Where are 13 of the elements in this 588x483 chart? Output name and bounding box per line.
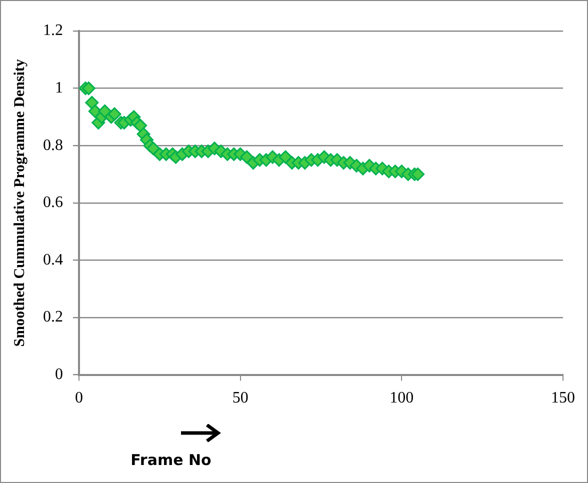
x-tick-label: 0	[75, 390, 83, 407]
y-tick-label: 0	[55, 366, 63, 384]
x-tick-label: 50	[232, 390, 248, 407]
y-axis-title: Smoothed Cummulative Programme Density	[12, 58, 28, 347]
y-tick-label: 0.6	[43, 194, 63, 212]
x-axis-title: Frame No	[130, 451, 212, 469]
x-tick-label: 150	[551, 390, 575, 407]
y-tick-label: 1.2	[43, 22, 63, 40]
y-tick-label: 1	[55, 80, 63, 97]
x-tick-label: 100	[390, 390, 414, 407]
y-tick-label: 0.8	[43, 136, 63, 154]
y-tick-label: 0.4	[43, 251, 63, 268]
y-tick-label: 0.2	[43, 308, 63, 326]
